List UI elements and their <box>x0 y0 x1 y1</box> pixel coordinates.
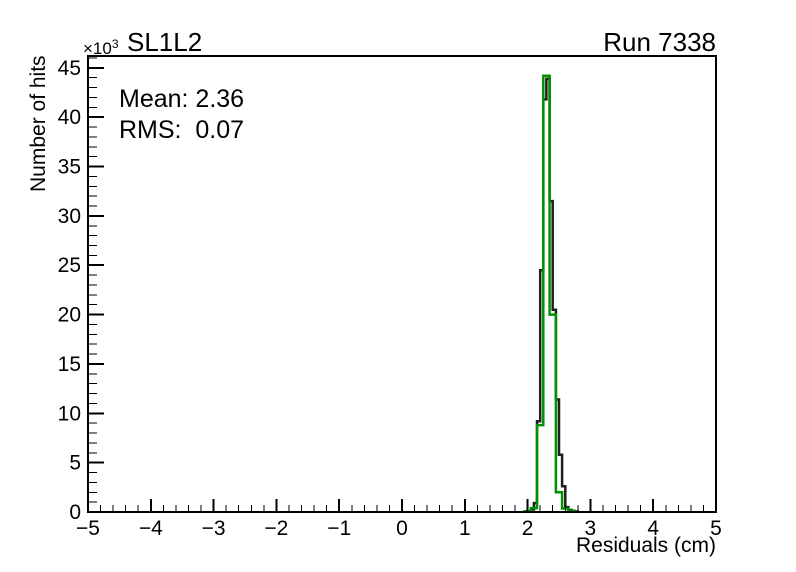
y-tick-label: 45 <box>58 57 81 80</box>
y-tick-label: 0 <box>69 501 81 524</box>
x-tick-label: 5 <box>710 517 722 540</box>
y-tick-label: 30 <box>58 205 81 228</box>
y-tick-label: 10 <box>58 402 81 425</box>
stat-rms: RMS: 0.07 <box>119 116 245 144</box>
x-tick-label: 3 <box>585 517 597 540</box>
x-tick-label: −2 <box>264 517 288 540</box>
x-tick-label: 4 <box>647 517 659 540</box>
green-histogram-line <box>523 74 576 513</box>
y-tick-label: 20 <box>58 304 81 327</box>
y-axis-exponent: ×103 <box>83 37 119 59</box>
y-tick-label: 35 <box>58 156 81 179</box>
y-tick-label: 25 <box>58 254 81 277</box>
y-axis-title: Number of hits <box>27 55 50 192</box>
plot-title: SL1L2 <box>127 27 203 57</box>
y-tick-label: 40 <box>58 106 81 129</box>
x-tick-label: 0 <box>396 517 408 540</box>
exponent-power: 3 <box>111 37 119 51</box>
x-tick-label: 1 <box>459 517 471 540</box>
run-label: Run 7338 <box>603 27 716 57</box>
x-tick-label: 2 <box>522 517 534 540</box>
y-tick-label: 15 <box>58 353 81 376</box>
black-histogram-line <box>526 77 580 513</box>
x-tick-label: −1 <box>327 517 351 540</box>
x-axis-title: Residuals (cm) <box>575 534 716 557</box>
exponent-mantissa: ×10 <box>83 39 112 58</box>
x-tick-label: −3 <box>202 517 226 540</box>
x-tick-label: −5 <box>76 517 100 540</box>
stats-block: Mean: 2.36 RMS: 0.07 <box>119 84 244 146</box>
y-tick-label: 5 <box>69 452 81 475</box>
x-tick-label: −4 <box>139 517 163 540</box>
stat-mean: Mean: 2.36 <box>119 85 245 113</box>
